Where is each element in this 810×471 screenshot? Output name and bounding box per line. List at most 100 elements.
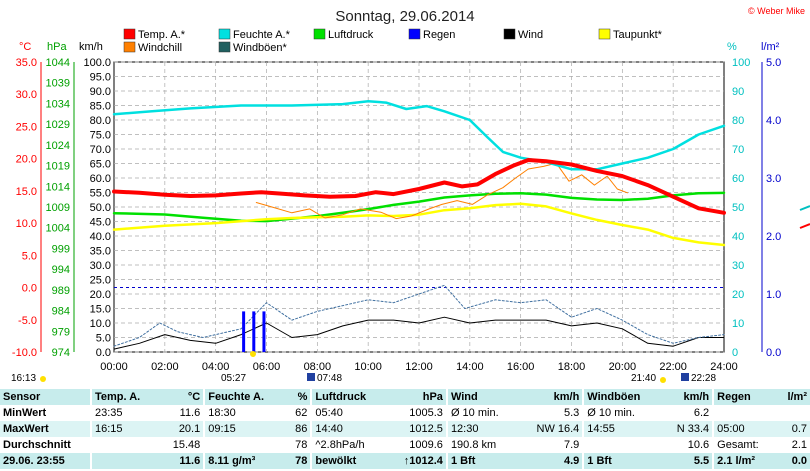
cell-9: 14:55 bbox=[582, 421, 662, 437]
grid bbox=[114, 61, 724, 353]
cell-2: 20.1 bbox=[178, 423, 201, 435]
legend-label-7: Taupunkt* bbox=[613, 29, 663, 41]
cell-3: Feuchte A. bbox=[203, 389, 287, 405]
rain-tick-label-3: 2.0 bbox=[766, 231, 781, 243]
humidity-tick-label-6: 40 bbox=[732, 231, 744, 243]
cell-8: km/h bbox=[518, 389, 584, 405]
cell-10: 5.5 bbox=[693, 455, 710, 467]
cell-12: 2.1 bbox=[791, 439, 807, 451]
cell-10: N 33.4 bbox=[676, 423, 710, 435]
humidity-tick-label-7: 30 bbox=[732, 260, 744, 272]
series-line-0 bbox=[112, 158, 726, 215]
legend-swatch-7 bbox=[598, 28, 611, 40]
cell-3 bbox=[203, 437, 287, 453]
cell-8: 5.3 bbox=[564, 407, 580, 419]
cell-4: 86 bbox=[295, 423, 308, 435]
temp-tick-label-0: 35.0 bbox=[16, 57, 37, 69]
cell-0: MaxWert bbox=[3, 423, 49, 435]
legend-label-0: Temp. A.* bbox=[138, 29, 186, 41]
wind-tick-label-12: 40.0 bbox=[90, 231, 111, 243]
time-left-label: 16:13 bbox=[11, 373, 36, 384]
wind-tick-label-6: 70.0 bbox=[90, 144, 111, 156]
x-tick-label-12: 24:00 bbox=[710, 361, 738, 373]
pressure-tick-label-3: 1029 bbox=[46, 119, 70, 131]
cell-1 bbox=[89, 437, 160, 453]
wind-tick-label-0: 100.0 bbox=[83, 57, 111, 69]
rain-tick-label-4: 1.0 bbox=[766, 289, 781, 301]
wind-tick-label-18: 10.0 bbox=[90, 318, 111, 330]
wind-tick-label-14: 30.0 bbox=[90, 260, 111, 272]
x-tick-label-11: 22:00 bbox=[659, 361, 687, 373]
cell-10: 10.6 bbox=[687, 439, 710, 451]
legend-label-5: Regen bbox=[423, 29, 455, 41]
temp-tick-label-3: 20.0 bbox=[16, 154, 37, 166]
series-line-6 bbox=[113, 284, 725, 347]
wind-tick-label-3: 85.0 bbox=[90, 101, 111, 113]
moonrise-label: 07:48 bbox=[317, 373, 342, 384]
cell-12: 0.7 bbox=[791, 423, 807, 435]
sun-left-icon bbox=[40, 376, 46, 382]
summary-row-min: MinWert 23:35 11.6 18:30 62 05:40 1005.3 Ø 10 m… bbox=[0, 405, 810, 421]
copyright-label: © Weber Mike bbox=[748, 6, 805, 16]
cell-5: ^2.8hPa/h bbox=[310, 437, 387, 453]
wind-tick-label-1: 95.0 bbox=[90, 72, 111, 84]
cell-7: Ø 10 min. bbox=[445, 405, 519, 421]
wind-tick-label-2: 90.0 bbox=[90, 86, 111, 98]
cell-0: MinWert bbox=[3, 407, 47, 419]
temp-tick-label-8: -5.0 bbox=[18, 315, 37, 327]
sunrise-label: 05:27 bbox=[221, 373, 246, 384]
x-tick-label-5: 10:00 bbox=[354, 361, 382, 373]
cell-2: 11.6 bbox=[179, 455, 201, 467]
x-tick-label-0: 00:00 bbox=[100, 361, 128, 373]
cell-0: Sensor bbox=[0, 389, 91, 405]
cell-11 bbox=[712, 405, 777, 421]
cell-8: 7.9 bbox=[564, 439, 580, 451]
humidity-tick-label-2: 80 bbox=[732, 115, 744, 127]
humidity-tick-label-10: 0 bbox=[732, 347, 738, 359]
cell-11: Regen bbox=[712, 389, 777, 405]
pressure-tick-label-7: 1009 bbox=[46, 202, 70, 214]
temp-unit-label: °C bbox=[19, 41, 31, 53]
wind-tick-label-15: 25.0 bbox=[90, 275, 111, 287]
cell-9: Windböen bbox=[582, 389, 662, 405]
pressure-tick-label-9: 999 bbox=[52, 243, 70, 255]
series-line-2 bbox=[112, 99, 726, 171]
wind-tick-label-10: 50.0 bbox=[90, 202, 111, 214]
sun-times: 16:13 05:27 07:48 21:40 22:28 bbox=[11, 351, 716, 384]
temp-tick-label-7: 0.0 bbox=[22, 283, 37, 295]
chart-title: Sonntag, 29.06.2014 bbox=[335, 8, 474, 25]
cell-12: l/m² bbox=[776, 389, 810, 405]
cell-1 bbox=[89, 453, 160, 469]
cell-10: km/h bbox=[661, 389, 714, 405]
rain-bar-2 bbox=[262, 311, 266, 352]
wind-tick-label-7: 65.0 bbox=[90, 159, 111, 171]
cell-0: Durchschnitt bbox=[3, 439, 71, 451]
wind-tick-label-9: 55.0 bbox=[90, 188, 111, 200]
pressure-tick-label-8: 1004 bbox=[46, 223, 70, 235]
cell-1: Temp. A. bbox=[89, 389, 160, 405]
series-line-3 bbox=[112, 202, 726, 247]
wind-unit-label: km/h bbox=[79, 41, 103, 53]
temp-tick-label-2: 25.0 bbox=[16, 121, 37, 133]
cell-9: 1 Bft bbox=[582, 453, 662, 469]
cell-6: 1009.6 bbox=[409, 439, 443, 451]
wind-tick-label-4: 80.0 bbox=[90, 115, 111, 127]
edge-mark-temp bbox=[799, 223, 810, 229]
pressure-tick-label-4: 1024 bbox=[46, 140, 70, 152]
humidity-tick-label-4: 60 bbox=[732, 173, 744, 185]
x-tick-label-7: 14:00 bbox=[456, 361, 484, 373]
cell-5: 05:40 bbox=[310, 405, 387, 421]
cell-7: Wind bbox=[445, 389, 519, 405]
cell-3: 18:30 bbox=[203, 405, 287, 421]
cell-6: 1012.5 bbox=[409, 423, 443, 435]
pressure-tick-label-10: 994 bbox=[52, 264, 70, 276]
humidity-unit-label: % bbox=[727, 41, 737, 53]
pressure-tick-label-5: 1019 bbox=[46, 161, 70, 173]
legend-swatch-4 bbox=[313, 28, 326, 40]
cell-5: 14:40 bbox=[310, 421, 387, 437]
pressure-tick-label-2: 1034 bbox=[46, 98, 70, 110]
legend-label-6: Wind bbox=[518, 29, 543, 41]
legend-swatch-2 bbox=[218, 28, 231, 40]
summary-table: Sensor Temp. A. °C Feuchte A.% Luftdruck hPa W… bbox=[0, 389, 810, 469]
